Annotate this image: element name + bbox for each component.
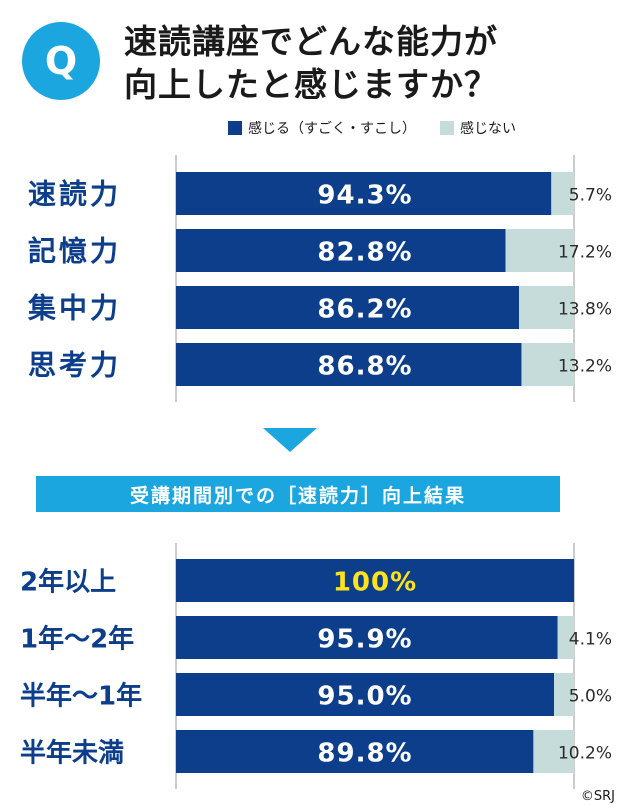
data-label-not-felt: 13.2%: [558, 357, 612, 377]
title-line-2: 向上したと感じますか？: [124, 65, 498, 104]
data-label-not-felt: 10.2%: [558, 744, 612, 764]
bar-felt: [176, 559, 574, 602]
bar-not-felt: [554, 673, 574, 716]
bar-not-felt: [533, 730, 574, 773]
bar-felt: [176, 673, 555, 716]
bar-felt: [176, 730, 534, 773]
bar-felt: [176, 172, 552, 215]
data-label-felt: 86.2%: [317, 295, 412, 325]
copyright-credit: ©SRJ: [580, 789, 615, 804]
data-label-felt: 86.8%: [317, 352, 412, 382]
data-label-not-felt: 13.8%: [558, 300, 612, 320]
title-line-1: 速読講座でどんな能力が: [124, 22, 498, 61]
down-arrow-icon: [263, 428, 317, 452]
bar-not-felt: [521, 343, 574, 386]
category-label: 半年〜1年: [20, 681, 142, 712]
data-label-not-felt: 17.2%: [558, 243, 612, 263]
bar-felt: [176, 343, 522, 386]
data-label-felt: 95.9%: [317, 625, 412, 655]
bar-felt: [176, 229, 506, 272]
bar-felt: [176, 616, 558, 659]
bar-not-felt: [551, 172, 574, 215]
bar-not-felt: [557, 616, 574, 659]
data-label-not-felt: 4.1%: [569, 630, 612, 650]
bar-not-felt: [505, 229, 574, 272]
category-label: 2年以上: [20, 567, 116, 598]
section-banner: 受講期間別での［速読力］向上結果: [36, 476, 560, 512]
data-label-felt: 95.0%: [317, 682, 412, 712]
page-title: 速読講座でどんな能力が 向上したと感じますか？: [124, 20, 604, 106]
category-label: 記憶力: [28, 235, 121, 268]
bar-not-felt: [519, 286, 574, 329]
category-label: 半年未満: [20, 738, 124, 769]
legend-swatch-not-felt: [440, 121, 454, 135]
category-label: 1年〜2年: [20, 624, 134, 655]
legend-swatch-felt: [228, 121, 242, 135]
data-label-not-felt: 5.7%: [569, 186, 612, 206]
data-label-felt: 94.3%: [317, 181, 412, 211]
data-label-felt: 100%: [333, 568, 417, 598]
data-label-not-felt: 5.0%: [569, 687, 612, 707]
bar-felt: [176, 286, 520, 329]
legend-label-felt: 感じる（すごく・すこし）: [248, 121, 416, 137]
legend-label-not-felt: 感じない: [460, 121, 516, 137]
category-label: 思考力: [28, 349, 121, 382]
legend: 感じる（すごく・すこし） 感じない: [228, 118, 516, 138]
category-label: 速読力: [28, 178, 121, 211]
category-label: 集中力: [27, 292, 121, 325]
data-label-felt: 89.8%: [317, 739, 412, 769]
data-label-felt: 82.8%: [317, 238, 412, 268]
question-icon: Q: [22, 22, 100, 100]
